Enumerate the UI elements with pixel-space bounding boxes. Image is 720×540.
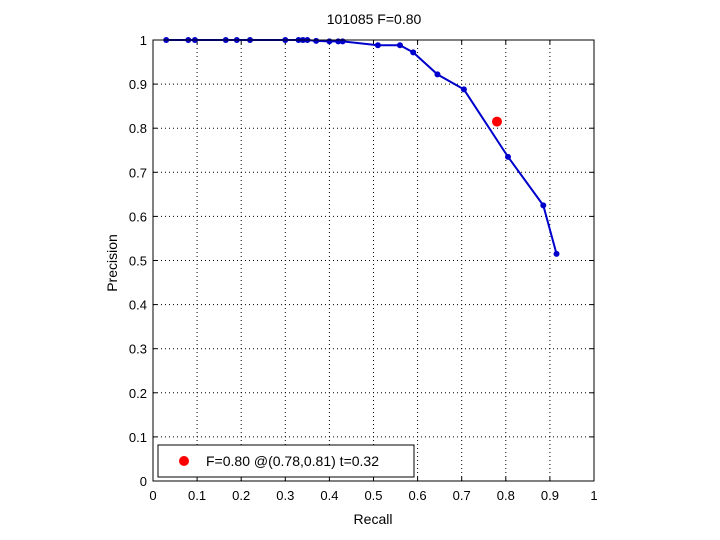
pr-curve-point xyxy=(326,38,333,45)
y-tick-label: 0.9 xyxy=(129,77,147,92)
x-tick-label: 1 xyxy=(590,488,597,503)
grid-lines xyxy=(153,40,594,481)
y-tick-label: 0.1 xyxy=(129,430,147,445)
pr-curve-point xyxy=(505,153,512,160)
legend-box xyxy=(157,444,415,478)
pr-curve-point xyxy=(460,86,467,93)
x-axis-label: Recall xyxy=(354,511,393,527)
x-tick-label: 0.1 xyxy=(188,488,206,503)
x-tick-label: 0.2 xyxy=(232,488,250,503)
y-tick-label: 0.7 xyxy=(129,165,147,180)
pr-curve-point xyxy=(374,42,381,49)
x-tick-label: 0.7 xyxy=(453,488,471,503)
x-tick-label: 0.3 xyxy=(276,488,294,503)
y-tick-label: 0 xyxy=(140,474,147,489)
pr-curve-point xyxy=(540,202,547,209)
best-f-point xyxy=(491,116,502,127)
x-tick-label: 0.5 xyxy=(364,488,382,503)
pr-curve-point xyxy=(410,49,417,56)
plot-frame xyxy=(152,39,595,482)
chart-title: 101085 F=0.80 xyxy=(327,11,422,27)
y-tick-label: 1 xyxy=(140,33,147,48)
y-tick-label: 0.6 xyxy=(129,209,147,224)
x-tick-labels: 0 0.1 0.2 0.3 0.4 0.5 0.6 0.7 0.8 0.9 1 xyxy=(149,488,597,503)
y-tick-label: 0.2 xyxy=(129,386,147,401)
x-tick-label: 0 xyxy=(149,488,156,503)
pr-curve-point xyxy=(396,42,403,49)
pr-curve-point xyxy=(339,38,346,45)
y-tick-label: 0.5 xyxy=(129,254,147,269)
x-tick-label: 0.8 xyxy=(497,488,515,503)
y-tick-label: 0.4 xyxy=(129,298,147,313)
y-tick-labels: 0 0.1 0.2 0.3 0.4 0.5 0.6 0.7 0.8 0.9 1 xyxy=(129,33,147,489)
y-tick-label: 0.3 xyxy=(129,342,147,357)
x-tick-label: 0.6 xyxy=(409,488,427,503)
pr-curve-point xyxy=(434,71,441,78)
legend-marker xyxy=(179,456,189,466)
pr-curve-point xyxy=(553,250,560,257)
y-tick-label: 0.8 xyxy=(129,121,147,136)
x-tick-label: 0.4 xyxy=(320,488,338,503)
pr-curve-point xyxy=(313,37,320,44)
y-axis-label: Precision xyxy=(104,234,120,292)
legend: F=0.80 @(0.78,0.81) t=0.32 xyxy=(157,444,415,478)
legend-label: F=0.80 @(0.78,0.81) t=0.32 xyxy=(206,453,379,469)
x-tick-label: 0.9 xyxy=(541,488,559,503)
